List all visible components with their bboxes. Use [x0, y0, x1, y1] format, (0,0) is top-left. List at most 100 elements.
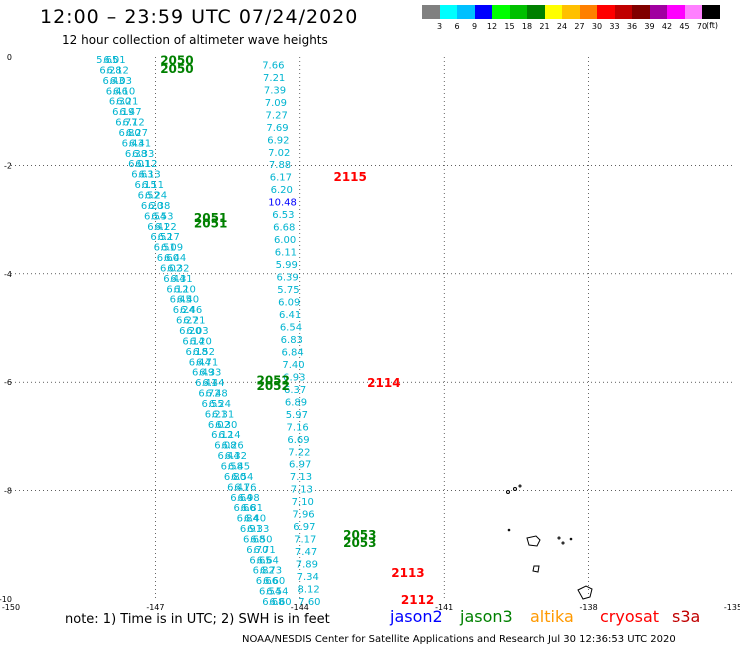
x-tick-label: -135 — [724, 603, 740, 612]
color-scale-tick-label: 18 — [521, 22, 533, 31]
wave-height-value: 5.97 — [286, 410, 308, 421]
wave-height-value: 6.54 — [280, 322, 302, 333]
wave-height-value: 6.55 — [202, 399, 224, 410]
pass-number-label: 2050 — [160, 62, 193, 76]
islands — [506, 484, 593, 600]
wave-height-value: 6.27 — [126, 128, 148, 139]
axis-tick-labels: -150 -147 -144 -141 -138 -135 0 -2 -4 -6 -8 -10 — [0, 53, 740, 612]
wave-height-value: 6.52 — [193, 347, 215, 358]
wave-height-value: 6.44 — [202, 378, 224, 389]
legend-item-cryosat: cryosat — [600, 607, 660, 626]
y-tick-label: -2 — [4, 161, 12, 170]
color-scale-tick-label: 24 — [556, 22, 568, 31]
wave-height-value: 6.68 — [273, 223, 295, 234]
wave-height-value: 6.72 — [198, 389, 220, 400]
wave-height-value: 6.54 — [144, 211, 166, 222]
color-scale-unit: (ft) — [706, 21, 719, 30]
wave-height-value: 6.58 — [221, 462, 243, 473]
wave-height-value: 6.12 — [107, 65, 129, 76]
color-swatch — [527, 5, 545, 19]
y-tick-label: -4 — [4, 270, 12, 279]
color-scale-tick-label: 30 — [591, 22, 603, 31]
wave-height-value: 6.51 — [154, 243, 176, 254]
wave-height-value: 6.66 — [233, 503, 255, 514]
wave-height-value: 6.66 — [256, 576, 278, 587]
color-swatch — [579, 5, 597, 19]
pass-number-label: 2115 — [333, 170, 366, 184]
wave-height-value: 6.38 — [125, 149, 147, 160]
page-title: 12:00 – 23:59 UTC 07/24/2020 — [40, 6, 359, 28]
wave-height-value: 6.03 — [110, 76, 132, 87]
y-tick-label: 0 — [7, 53, 12, 62]
wave-height-value: 7.88 — [269, 160, 291, 171]
wave-height-value: 6.69 — [287, 435, 309, 446]
wave-height-value: 6.48 — [206, 389, 228, 400]
y-tick-label: -8 — [4, 487, 12, 496]
color-swatch — [632, 5, 650, 19]
legend-item-s3a: s3a — [672, 607, 701, 626]
color-scale-tick-label: 3 — [436, 22, 443, 31]
wave-height-value: 7.89 — [296, 560, 318, 571]
wave-height-value: 7.13 — [290, 472, 312, 483]
color-scale-tick-label: 36 — [626, 22, 638, 31]
color-swatch — [614, 5, 632, 19]
legend-item-jason2: jason2 — [390, 607, 443, 626]
wave-height-value: 6.70 — [246, 545, 268, 556]
wave-height-value: 6.41 — [195, 378, 217, 389]
wave-height-value: 6.41 — [129, 138, 151, 149]
wave-height-value: 6.60 — [269, 597, 291, 608]
wave-height-value: 6.20 — [271, 185, 293, 196]
island — [577, 585, 593, 600]
wave-height-value: 6.44 — [217, 451, 239, 462]
altimeter-tracks: 5.656.286.436.466.306.196.776.806.436.38… — [96, 55, 320, 608]
island — [569, 537, 573, 541]
wave-height-value: 7.13 — [291, 485, 313, 496]
island — [526, 535, 541, 547]
island — [513, 487, 517, 491]
wave-height-value: 6.10 — [113, 86, 135, 97]
x-tick-label: -147 — [146, 603, 164, 612]
wave-height-value: 6.47 — [119, 107, 141, 118]
wave-height-value: 6.27 — [176, 316, 198, 327]
wave-height-value: 6.02 — [160, 263, 182, 274]
island — [532, 565, 540, 573]
wave-height-value: 6.17 — [158, 232, 180, 243]
legend-item-jason3: jason3 — [460, 607, 513, 626]
wave-height-value: 6.32 — [225, 451, 247, 462]
wave-height-value: 10.48 — [268, 198, 297, 209]
color-scale-tick-label: 15 — [504, 22, 515, 31]
wave-height-value: 6.89 — [285, 397, 307, 408]
wave-height-value: 6.54 — [266, 587, 288, 598]
wave-height-value: 6.71 — [196, 357, 218, 368]
wave-height-value: 6.43 — [122, 138, 144, 149]
wave-height-value: 6.98 — [237, 493, 259, 504]
wave-height-value: 6.44 — [189, 357, 211, 368]
wave-height-value: 6.21 — [205, 409, 227, 420]
island — [507, 528, 511, 532]
wave-height-value: 6.44 — [164, 253, 186, 264]
color-swatch — [544, 5, 562, 19]
wave-height-value: 6.81 — [241, 503, 263, 514]
wave-height-value: 6.93 — [283, 372, 305, 383]
island — [561, 541, 565, 545]
color-scale-tick-label: 21 — [539, 22, 550, 31]
wave-height-value: 6.13 — [138, 170, 160, 181]
wave-height-value: 6.20 — [179, 326, 201, 337]
wave-height-value: 6.12 — [135, 159, 157, 170]
color-swatch — [422, 5, 440, 19]
color-scale-tick-label: 45 — [679, 22, 690, 31]
wave-height-value: 7.27 — [266, 110, 288, 121]
wave-height-value: 7.16 — [287, 422, 309, 433]
wave-height-value: 6.64 — [230, 493, 252, 504]
wave-height-value: 5.75 — [277, 285, 299, 296]
wave-height-value: 7.40 — [282, 360, 304, 371]
wave-height-value: 6.80 — [118, 128, 140, 139]
wave-height-value: 6.22 — [154, 222, 176, 233]
pass-number-label: 2112 — [401, 593, 434, 607]
color-swatch — [684, 5, 702, 19]
wave-height-value: 6.53 — [272, 210, 294, 221]
wave-height-value: 6.44 — [163, 274, 185, 285]
color-scale-bar — [422, 5, 720, 19]
wave-height-value: 6.09 — [278, 298, 300, 309]
